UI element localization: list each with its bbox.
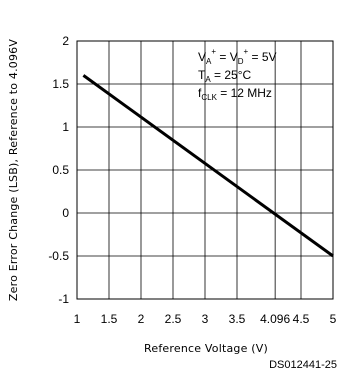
fclk-symbol: f (198, 86, 202, 100)
y-tick-label: -0.5 (48, 249, 69, 263)
annotation-line-clock: fCLK = 12 MHz (198, 86, 272, 102)
va-symbol: V (198, 50, 206, 64)
vd-superscript: + (244, 47, 249, 56)
x-tick-label: 1 (74, 312, 81, 326)
figure-code: DS012441-25 (269, 359, 337, 371)
x-tick-labels: 1 1.5 2 2.5 3 3.5 4.096 4.5 5 (74, 312, 337, 326)
x-tick-label: 1.5 (101, 312, 118, 326)
grid (77, 41, 333, 299)
y-tick-label: 2 (62, 34, 69, 48)
x-tick-label: 4.096 (260, 312, 290, 326)
vcc-value: = 5V (248, 50, 276, 64)
y-tick-label: 1.5 (52, 77, 69, 91)
x-tick-label: 2 (138, 312, 145, 326)
x-axis-title: Reference Voltage (V) (144, 342, 268, 355)
y-tick-label: 0 (62, 206, 69, 220)
x-tick-label: 3.5 (229, 312, 246, 326)
y-tick-label: 0.5 (52, 163, 69, 177)
y-tick-label: 1 (62, 120, 69, 134)
ta-symbol: T (198, 68, 206, 82)
x-tick-label: 4.5 (293, 312, 310, 326)
fclk-subscript: CLK (201, 93, 217, 102)
x-tick-label: 3 (202, 312, 209, 326)
y-tick-label: -1 (58, 292, 69, 306)
vd-symbol: = V (216, 50, 238, 64)
plot-frame (76, 40, 334, 300)
x-tick-label: 5 (330, 312, 337, 326)
series-line-0 (82, 74, 334, 258)
series-layer (82, 74, 334, 258)
va-superscript: + (211, 47, 216, 56)
va-subscript: A (206, 57, 212, 66)
y-tick-labels: 2 1.5 1 0.5 0 -0.5 -1 (48, 34, 69, 306)
ta-value: = 25°C (211, 68, 252, 82)
ta-subscript: A (205, 75, 211, 84)
annotation-line-temp: TA = 25°C (198, 68, 252, 84)
y-axis-title: Zero Error Change (LSB), Reference to 4.… (7, 39, 20, 301)
annotation-box: VA+ = VD+ = 5V TA = 25°C fCLK = 12 MHz (198, 47, 277, 102)
x-tick-label: 2.5 (165, 312, 182, 326)
vd-subscript: D (238, 57, 244, 66)
fclk-value: = 12 MHz (217, 86, 272, 100)
annotation-line-vcc: VA+ = VD+ = 5V (198, 47, 277, 66)
